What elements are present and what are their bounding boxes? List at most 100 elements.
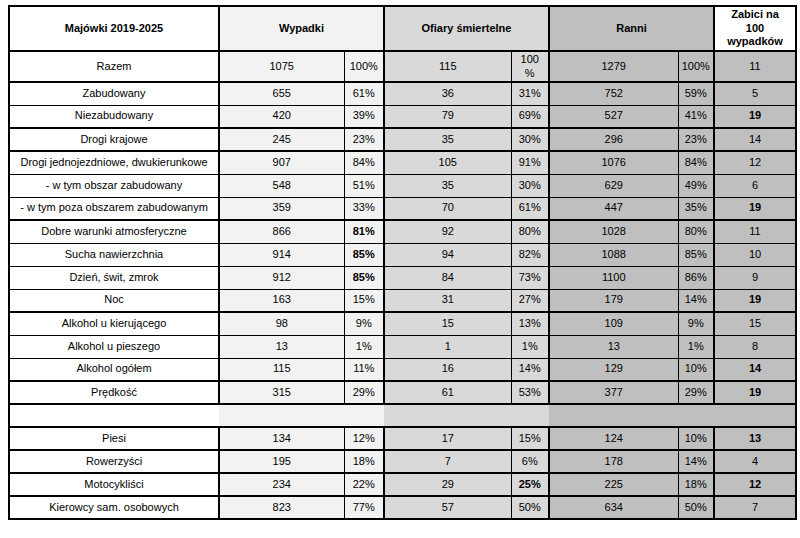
cell-accidents-percent: 12% (344, 427, 384, 450)
table-row: Rowerzyści19518%76%17814%4 (9, 450, 796, 473)
cell-fatalities-percent: 27% (511, 289, 549, 312)
cell-injured-count: 178 (549, 450, 678, 473)
row-label: Niezabudowany (9, 105, 219, 128)
cell-fatalities-count (384, 404, 511, 427)
table-row: Dobre warunki atmosferyczne86681%9280%10… (9, 220, 796, 243)
row-label (9, 404, 219, 427)
cell-accidents-percent: 23% (344, 128, 384, 151)
row-label: Dobre warunki atmosferyczne (9, 220, 219, 243)
cell-accidents-percent: 15% (344, 289, 384, 312)
cell-accidents-count: 914 (219, 243, 344, 266)
cell-accidents-count: 163 (219, 289, 344, 312)
cell-injured-count: 1076 (549, 151, 678, 174)
table-row: - w tym obszar zabudowany54851%3530%6294… (9, 174, 796, 197)
cell-accidents-percent: 1% (344, 335, 384, 358)
cell-fatalities-percent: 53% (511, 381, 549, 404)
cell-injured-percent: 14% (678, 289, 714, 312)
cell-accidents-percent: 39% (344, 105, 384, 128)
accident-statistics-table: Majówki 2019-2025 Wypadki Ofiary śmierte… (8, 5, 797, 520)
cell-injured-percent: 18% (678, 473, 714, 496)
table-body: Razem1075100%115100 %1279100%11Zabudowan… (9, 51, 796, 519)
column-header-injured: Ranni (549, 6, 714, 51)
cell-injured-count: 634 (549, 496, 678, 519)
cell-accidents-percent (344, 404, 384, 427)
cell-killed-per-100: 6 (714, 174, 796, 197)
cell-injured-count: 377 (549, 381, 678, 404)
cell-injured-percent (678, 404, 714, 427)
cell-killed-per-100: 14 (714, 128, 796, 151)
cell-fatalities-count: 35 (384, 128, 511, 151)
cell-fatalities-count: 17 (384, 427, 511, 450)
cell-accidents-count: 359 (219, 197, 344, 220)
cell-injured-count: 1028 (549, 220, 678, 243)
cell-killed-per-100 (714, 404, 796, 427)
cell-fatalities-percent: 50% (511, 496, 549, 519)
row-label: Zabudowany (9, 82, 219, 105)
cell-killed-per-100: 5 (714, 82, 796, 105)
cell-fatalities-count: 36 (384, 82, 511, 105)
cell-fatalities-percent (511, 404, 549, 427)
column-header-fatalities: Ofiary śmiertelne (384, 6, 549, 51)
cell-killed-per-100: 11 (714, 51, 796, 82)
cell-fatalities-percent: 14% (511, 358, 549, 381)
table-row: Piesi13412%1715%12410%13 (9, 427, 796, 450)
cell-injured-percent: 100% (678, 51, 714, 82)
cell-injured-count: 124 (549, 427, 678, 450)
cell-accidents-count: 548 (219, 174, 344, 197)
cell-accidents-count: 115 (219, 358, 344, 381)
cell-fatalities-percent: 25% (511, 473, 549, 496)
cell-killed-per-100: 19 (714, 197, 796, 220)
cell-killed-per-100: 10 (714, 243, 796, 266)
cell-fatalities-percent: 69% (511, 105, 549, 128)
cell-fatalities-count: 16 (384, 358, 511, 381)
cell-injured-count: 527 (549, 105, 678, 128)
cell-injured-percent: 35% (678, 197, 714, 220)
row-label: Prędkość (9, 381, 219, 404)
cell-fatalities-count: 35 (384, 174, 511, 197)
cell-accidents-percent: 77% (344, 496, 384, 519)
cell-injured-count: 1088 (549, 243, 678, 266)
cell-accidents-count: 245 (219, 128, 344, 151)
cell-injured-percent: 86% (678, 266, 714, 289)
table-row: Dzień, świt, zmrok91285%8473%110086%9 (9, 266, 796, 289)
cell-killed-per-100: 12 (714, 151, 796, 174)
table-row: Razem1075100%115100 %1279100%11 (9, 51, 796, 82)
cell-accidents-percent: 85% (344, 243, 384, 266)
cell-injured-percent: 50% (678, 496, 714, 519)
row-label: Drogi krajowe (9, 128, 219, 151)
cell-accidents-percent: 85% (344, 266, 384, 289)
cell-injured-percent: 10% (678, 427, 714, 450)
cell-accidents-count: 912 (219, 266, 344, 289)
cell-accidents-count: 134 (219, 427, 344, 450)
cell-injured-percent: 23% (678, 128, 714, 151)
cell-killed-per-100: 13 (714, 427, 796, 450)
cell-fatalities-count: 29 (384, 473, 511, 496)
row-label: Razem (9, 51, 219, 82)
cell-injured-count: 296 (549, 128, 678, 151)
cell-accidents-count: 195 (219, 450, 344, 473)
cell-injured-percent: 84% (678, 151, 714, 174)
cell-injured-percent: 1% (678, 335, 714, 358)
cell-accidents-percent: 100% (344, 51, 384, 82)
table-row: Alkohol ogółem11511%1614%12910%14 (9, 358, 796, 381)
cell-fatalities-count: 94 (384, 243, 511, 266)
row-label: Drogi jednojezdniowe, dwukierunkowe (9, 151, 219, 174)
table-row: Motocykliści23422%2925%22518%12 (9, 473, 796, 496)
cell-killed-per-100: 19 (714, 105, 796, 128)
row-label: Kierowcy sam. osobowych (9, 496, 219, 519)
cell-accidents-percent: 18% (344, 450, 384, 473)
cell-accidents-percent: 29% (344, 381, 384, 404)
cell-injured-percent: 85% (678, 243, 714, 266)
cell-accidents-percent: 9% (344, 312, 384, 335)
cell-killed-per-100: 15 (714, 312, 796, 335)
cell-killed-per-100: 19 (714, 381, 796, 404)
cell-accidents-count: 315 (219, 381, 344, 404)
cell-accidents-percent: 11% (344, 358, 384, 381)
column-header-period: Majówki 2019-2025 (9, 6, 219, 51)
table-row: - w tym poza obszarem zabudowanym35933%7… (9, 197, 796, 220)
report-page: Majówki 2019-2025 Wypadki Ofiary śmierte… (0, 0, 800, 520)
row-label: Motocykliści (9, 473, 219, 496)
row-label: Sucha nawierzchnia (9, 243, 219, 266)
cell-injured-count: 225 (549, 473, 678, 496)
cell-injured-percent: 80% (678, 220, 714, 243)
